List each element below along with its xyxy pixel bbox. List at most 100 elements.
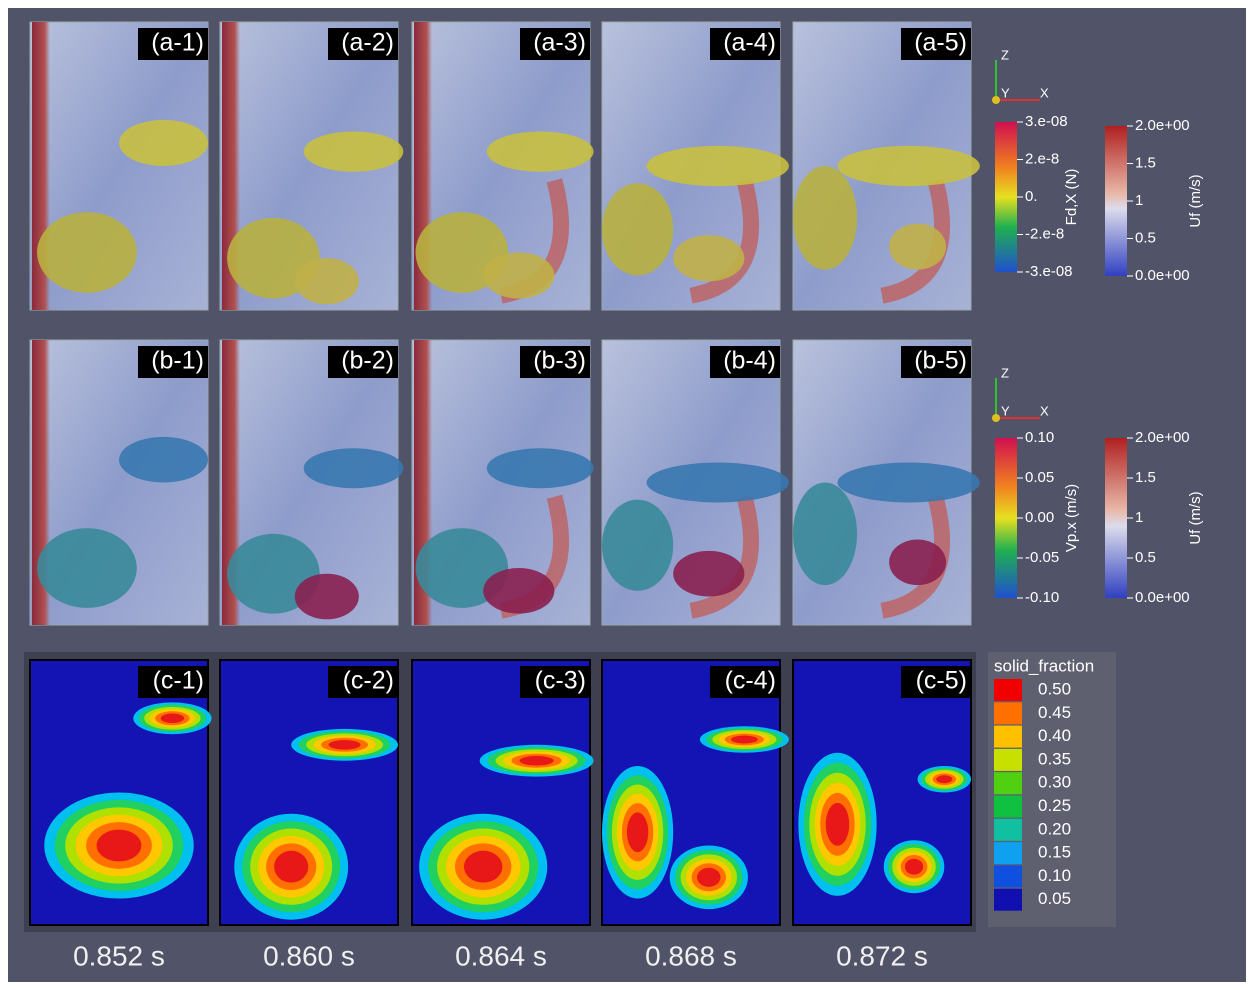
label-box bbox=[328, 346, 398, 378]
colorbar-label: 0. bbox=[1025, 188, 1038, 205]
axis-y-label: Y bbox=[1001, 403, 1010, 418]
particles bbox=[37, 212, 137, 293]
sim-panel bbox=[792, 21, 980, 311]
axis-z-label: Z bbox=[1001, 365, 1009, 380]
panel-label: (c-1) bbox=[138, 666, 208, 698]
particles bbox=[294, 573, 359, 620]
panel-label-text: (c-5) bbox=[916, 667, 967, 695]
label-box bbox=[328, 28, 398, 60]
contour-panel bbox=[29, 659, 212, 926]
contour bbox=[731, 735, 758, 744]
panel-label: (c-5) bbox=[901, 666, 971, 698]
legend-label: 0.40 bbox=[1038, 726, 1071, 745]
legend-label: 0.05 bbox=[1038, 889, 1071, 908]
sim-panel bbox=[601, 21, 789, 311]
contour bbox=[96, 829, 142, 862]
axis-y-label: Y bbox=[1001, 85, 1010, 100]
panel-label-text: (c-1) bbox=[153, 667, 204, 695]
contour-panel bbox=[601, 659, 789, 926]
label-box bbox=[520, 346, 590, 378]
colorbar-label: -0.10 bbox=[1025, 589, 1059, 606]
colorbar-label: 1.5 bbox=[1135, 469, 1156, 486]
contour-panel bbox=[219, 659, 399, 926]
sim-panel bbox=[792, 339, 980, 626]
panel-label: (a-5) bbox=[901, 28, 971, 60]
particles bbox=[889, 539, 947, 586]
contour bbox=[825, 802, 850, 846]
sim-panel bbox=[601, 339, 789, 626]
legend-label: 0.20 bbox=[1038, 819, 1071, 838]
particles bbox=[602, 499, 674, 591]
panel-label-text: (b-1) bbox=[151, 347, 204, 375]
legend-swatch bbox=[994, 725, 1022, 748]
particles bbox=[646, 145, 789, 187]
colorbar-label: 0.5 bbox=[1135, 229, 1156, 246]
panel-label: (a-4) bbox=[710, 28, 780, 60]
contour bbox=[936, 775, 953, 784]
contour bbox=[904, 858, 924, 875]
label-box bbox=[520, 666, 590, 698]
legend-label: 0.10 bbox=[1038, 866, 1071, 885]
legend-swatch bbox=[994, 679, 1022, 701]
particles bbox=[793, 166, 858, 270]
colorbar bbox=[1105, 438, 1127, 598]
legend-swatch bbox=[994, 772, 1022, 795]
panel-label-text: (c-4) bbox=[725, 667, 776, 695]
particles bbox=[483, 252, 555, 299]
label-box bbox=[901, 346, 971, 378]
panel-label-text: (a-5) bbox=[914, 29, 967, 57]
colorbar-label: 0.05 bbox=[1025, 469, 1054, 486]
particles bbox=[119, 119, 208, 166]
time-label: 0.868 s bbox=[645, 940, 737, 971]
particles bbox=[486, 448, 594, 489]
colorbar-label: -0.05 bbox=[1025, 549, 1059, 566]
contour-panel bbox=[792, 659, 972, 926]
colorbar-label: 2.0e+00 bbox=[1135, 117, 1190, 134]
legend-label: 0.50 bbox=[1038, 679, 1071, 698]
panel-label: (c-3) bbox=[520, 666, 590, 698]
colorbar-label: 0.0e+00 bbox=[1135, 267, 1190, 284]
sim-panel bbox=[29, 339, 209, 626]
label-box bbox=[901, 666, 971, 698]
axis-z-label: Z bbox=[1001, 47, 1009, 62]
panel-label-text: (c-3) bbox=[535, 667, 586, 695]
panel-label: (b-3) bbox=[520, 346, 590, 378]
colorbar-label: 3.e-08 bbox=[1025, 113, 1068, 130]
colorbar-title: Fd,X (N) bbox=[1063, 169, 1080, 226]
panel-label: (c-4) bbox=[710, 666, 780, 698]
panel-label-text: (a-4) bbox=[723, 29, 776, 57]
label-box bbox=[710, 666, 780, 698]
sim-panel bbox=[411, 21, 594, 311]
legend-label: 0.30 bbox=[1038, 773, 1071, 792]
time-label: 0.864 s bbox=[455, 940, 547, 971]
label-box bbox=[520, 28, 590, 60]
particles bbox=[673, 550, 745, 597]
label-box bbox=[901, 28, 971, 60]
legend-swatch bbox=[994, 888, 1022, 911]
label-box bbox=[138, 666, 208, 698]
panel-label: (b-1) bbox=[138, 346, 208, 378]
particles bbox=[486, 131, 594, 172]
panel-label: (b-4) bbox=[710, 346, 780, 378]
panel-label-text: (b-5) bbox=[914, 347, 967, 375]
colorbar-label: 1.5 bbox=[1135, 154, 1156, 171]
particles bbox=[303, 131, 404, 172]
contour bbox=[274, 850, 309, 883]
sim-panel bbox=[219, 21, 404, 311]
colorbar-label: -2.e-8 bbox=[1025, 225, 1064, 242]
label-box bbox=[328, 666, 398, 698]
colorbar-label: 0.10 bbox=[1025, 429, 1054, 446]
particles bbox=[294, 258, 359, 305]
legend-swatch bbox=[994, 818, 1022, 841]
panel-label: (b-5) bbox=[901, 346, 971, 378]
legend-swatch bbox=[994, 795, 1022, 818]
panel-label-text: (b-4) bbox=[723, 347, 776, 375]
panel-label: (a-1) bbox=[138, 28, 208, 60]
time-label: 0.852 s bbox=[73, 940, 165, 971]
label-box bbox=[138, 346, 208, 378]
axis-x-label: X bbox=[1040, 403, 1049, 418]
label-box bbox=[138, 28, 208, 60]
origin bbox=[992, 96, 1000, 104]
colorbar-title: Vp.x (m/s) bbox=[1063, 484, 1080, 552]
